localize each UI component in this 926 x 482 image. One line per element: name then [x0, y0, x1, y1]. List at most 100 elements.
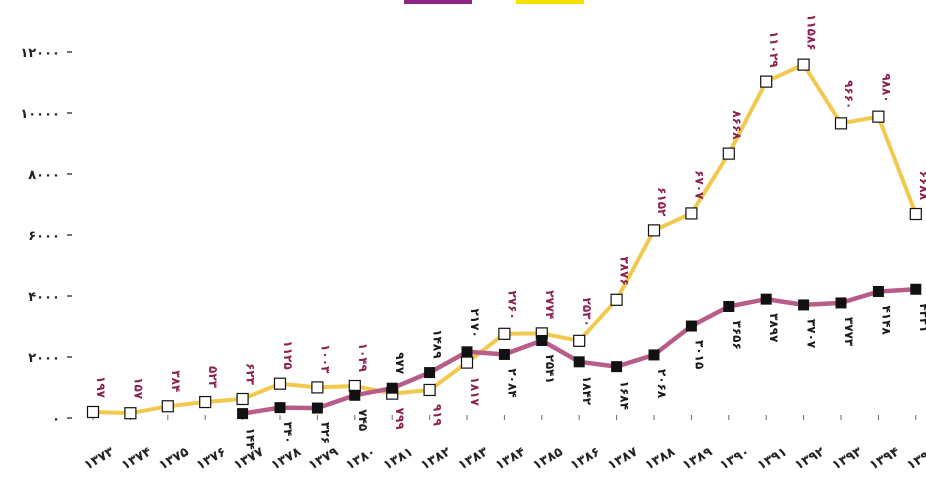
series-2-point	[386, 382, 398, 394]
series-2-point	[798, 299, 810, 311]
series-2-point	[760, 293, 772, 305]
series-1-value-label: ۶۶۸۸	[917, 171, 926, 201]
y-tick-label-2: ۴۰۰۰	[28, 290, 60, 305]
series-1-value-label: ۶۲۳	[244, 363, 258, 386]
series-2-point	[424, 367, 436, 379]
series-1-value-label: ۱۱۲۵	[281, 340, 295, 369]
series-1-value-label: ۲۵۳۰	[580, 298, 594, 327]
series-1-value-label: ۱۰۴۹	[356, 343, 370, 373]
series-2-value-label: ۴۲۲۱	[917, 303, 926, 332]
series-1-point	[161, 400, 174, 413]
series-2-value-label: ۳۲۶	[318, 422, 332, 444]
series-2-point	[573, 356, 585, 368]
series-1-value-label: ۸۶۶۸	[730, 110, 744, 140]
series-1-point	[722, 147, 735, 160]
series-1-point	[797, 58, 810, 71]
series-2-value-label: ۱۴۴	[244, 428, 258, 450]
series-1-value-label: ۹۶۶۰	[842, 80, 856, 109]
series-1-value-label: ۷۹۹	[393, 408, 407, 431]
series-1-value-label: ۱۸۱۷	[468, 377, 482, 407]
series-2-point	[311, 402, 323, 414]
x-tick-label-21: ۱۳۹۴	[867, 445, 902, 474]
series-1-value-label: ۵۲۳	[206, 366, 220, 389]
series-1-point	[498, 327, 511, 340]
series-2-point	[685, 320, 697, 332]
series-1-point	[311, 381, 324, 394]
series-2-point	[611, 361, 623, 373]
series-2-line	[240, 287, 919, 416]
series-1-point	[909, 207, 922, 221]
series-1-value-label: ۳۸۷۶	[618, 256, 632, 285]
series-2-value-label: ۹۷۷	[393, 352, 407, 375]
x-tick-label-8: ۱۳۸۱	[381, 445, 416, 474]
series-1-point	[236, 392, 249, 406]
x-tick-label-20: ۱۳۹۳	[830, 445, 865, 474]
y-tick-label-6: ۱۲۰۰۰	[20, 46, 60, 61]
x-tick-label-6: ۱۳۷۹	[306, 445, 341, 474]
y-tick-label-3: ۶۰۰۰	[28, 229, 60, 244]
series-1-point	[86, 405, 100, 419]
x-tick-label-10: ۱۳۸۳	[456, 445, 491, 474]
series-1-line	[91, 62, 918, 416]
x-tick-label-12: ۱۳۸۵	[531, 445, 566, 474]
series-1-point	[199, 395, 212, 409]
x-tick-label-2: ۱۳۷۵	[157, 445, 192, 474]
series-2-value-label: ۳۶۵۶	[730, 320, 744, 349]
x-tick-label-1: ۱۳۷۴	[119, 445, 154, 474]
x-tick-label-16: ۱۳۸۹	[680, 445, 715, 474]
series-1-value-label: ۹۱۹	[431, 404, 445, 427]
series-2-point	[648, 349, 660, 361]
series-1-point	[273, 377, 287, 390]
series-2-point	[237, 408, 249, 420]
series-1-point	[834, 117, 848, 130]
series-1-point	[872, 110, 885, 123]
series-2-value-label: ۳۴۰	[281, 422, 295, 444]
x-tick-label-18: ۱۳۹۱	[755, 445, 790, 474]
series-1-point	[610, 293, 623, 306]
series-2-value-label: ۳۰۱۵	[692, 340, 706, 369]
series-1-point	[685, 207, 698, 220]
series-1-point	[760, 75, 773, 88]
series-2-value-label: ۱۸۴۲	[580, 376, 594, 406]
y-tick-label-0: ۰	[52, 412, 60, 427]
series-1-point	[423, 383, 436, 397]
x-tick-label-0: ۱۳۷۳	[82, 445, 117, 474]
legend-swatch-1	[404, 0, 472, 4]
series-1-value-label: ۹۸۸۰	[879, 73, 893, 102]
series-2-value-label: ۲۰۸۴	[505, 368, 519, 397]
x-tick-label-22: ۱۳۹۵	[905, 445, 926, 474]
y-tick-label-4: ۸۰۰۰	[28, 168, 60, 183]
series-2-value-label: ۱۴۸۹	[431, 329, 445, 359]
x-tick-label-7: ۱۳۸۰	[344, 445, 379, 474]
series-1-value-label: ۶۱۵۲	[655, 187, 669, 217]
x-tick-label-19: ۱۳۹۲	[792, 445, 827, 474]
x-tick-label-5: ۱۳۷۸	[269, 445, 304, 474]
series-2-point	[274, 402, 286, 414]
series-1-point	[460, 356, 474, 369]
x-tick-label-11: ۱۳۸۴	[493, 445, 528, 474]
series-2-value-label: ۲۵۴۱	[543, 354, 557, 383]
x-tick-label-15: ۱۳۸۸	[643, 445, 678, 474]
series-1-value-label: ۱۹۷	[94, 376, 108, 399]
x-tick-label-13: ۱۳۸۶	[568, 445, 603, 474]
series-2-value-label: ۳۷۰۷	[805, 319, 819, 349]
y-tick-label-5: ۱۰۰۰۰	[20, 107, 60, 122]
series-2-value-label: ۲۱۷۰	[468, 309, 482, 338]
series-1-point	[647, 224, 661, 237]
series-1-value-label: ۶۷۰۷	[692, 170, 706, 200]
series-2-point	[835, 297, 847, 309]
x-tick-label-14: ۱۳۸۷	[605, 445, 640, 474]
y-tick-label-1: ۲۰۰۰	[28, 351, 60, 366]
series-2-value-label: ۲۰۶۸	[655, 369, 669, 399]
series-2-point	[349, 389, 361, 401]
series-2-value-label: ۴۱۴۸	[879, 305, 893, 335]
series-2-value-label: ۳۷۷۳	[842, 317, 856, 347]
series-1-value-label: ۱۱۰۲۹	[767, 31, 781, 68]
series-2-value-label: ۳۸۹۷	[767, 313, 781, 343]
series-1-value-label: ۲۷۷۴	[543, 290, 557, 319]
series-2-point	[910, 283, 922, 295]
series-2-point	[872, 285, 884, 297]
series-1-value-label: ۱۱۵۸۶	[805, 14, 819, 51]
legend-swatch-2	[516, 0, 584, 4]
